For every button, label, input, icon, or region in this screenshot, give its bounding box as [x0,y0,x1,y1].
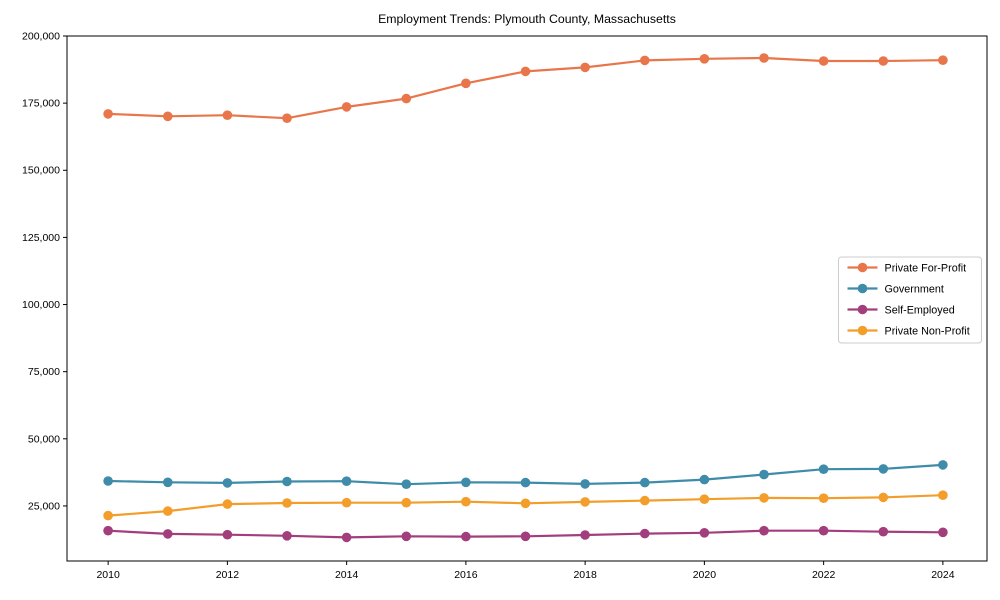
data-point-private-non-profit [103,510,113,521]
data-point-private-non-profit [759,493,769,503]
y-tick-label: 50,000 [28,433,60,445]
data-point-private-for-profit [401,93,412,104]
data-point-self-employed [163,529,173,539]
data-point-private-for-profit [699,54,710,64]
y-tick-label: 200,000 [22,30,60,42]
data-point-private-for-profit [818,56,829,66]
data-point-private-for-profit [640,55,650,66]
data-point-private-non-profit [878,492,889,503]
legend-label: Private Non-Profit [885,325,970,337]
data-point-private-non-profit [520,498,531,509]
data-point-private-for-profit [341,102,352,112]
legend-label: Self-Employed [885,304,955,316]
x-tick-label: 2010 [96,569,120,581]
data-point-private-non-profit [580,497,590,507]
data-point-self-employed [818,525,829,536]
data-point-private-for-profit [461,78,471,89]
data-point-government [341,476,352,487]
y-tick-label: 175,000 [22,98,60,110]
legend-marker [857,325,868,336]
data-point-government [401,479,412,490]
data-point-private-non-profit [640,495,650,506]
data-point-self-employed [759,525,769,536]
data-point-private-non-profit [222,499,233,509]
x-tick-label: 2018 [573,569,597,581]
data-point-self-employed [938,527,948,538]
data-point-self-employed [103,525,113,536]
data-point-government [580,479,590,489]
x-tick-label: 2014 [335,569,359,581]
data-point-private-non-profit [163,506,173,516]
data-point-private-non-profit [938,490,948,501]
data-point-government [520,477,531,488]
legend-marker [857,262,868,273]
x-tick-label: 2022 [812,569,836,581]
data-point-private-non-profit [818,493,829,504]
data-point-government [461,477,471,488]
x-tick-label: 2012 [216,569,240,581]
data-point-private-non-profit [341,497,352,508]
data-point-self-employed [461,531,471,542]
data-point-government [759,469,769,480]
data-point-self-employed [282,531,292,541]
data-point-private-for-profit [520,66,531,77]
data-point-self-employed [341,532,352,543]
data-point-private-for-profit [759,53,769,63]
y-tick-label: 100,000 [22,299,60,311]
data-point-government [878,464,889,474]
data-point-government [163,477,173,488]
data-point-government [103,476,113,486]
legend-marker [857,304,868,315]
y-tick-label: 150,000 [22,165,60,177]
data-point-private-for-profit [580,62,590,73]
data-point-private-non-profit [401,497,412,508]
data-point-government [282,476,292,487]
data-point-self-employed [401,531,412,542]
data-point-government [640,477,650,488]
chart-title: Employment Trends: Plymouth County, Mass… [378,12,676,26]
data-point-private-for-profit [282,113,292,123]
data-point-private-for-profit [222,110,233,120]
data-point-private-for-profit [163,111,173,122]
legend-label: Private For-Profit [885,262,967,274]
data-point-private-non-profit [699,494,710,505]
legend-marker [857,283,868,294]
data-point-private-for-profit [938,55,948,65]
y-tick-label: 125,000 [22,232,60,244]
data-point-self-employed [222,529,233,540]
data-point-self-employed [520,531,531,542]
data-point-self-employed [580,530,590,540]
axes-box [66,35,988,562]
data-point-government [818,464,829,475]
data-point-self-employed [878,526,889,537]
data-point-government [938,460,948,470]
data-point-self-employed [699,528,710,538]
y-tick-label: 25,000 [28,500,60,512]
data-point-private-non-profit [461,496,471,507]
legend-box [838,256,982,344]
data-point-government [699,474,710,485]
data-point-private-non-profit [282,498,292,508]
y-tick-label: 75,000 [28,366,60,378]
data-point-self-employed [640,528,650,539]
data-point-private-for-profit [878,56,889,66]
data-point-private-for-profit [103,109,113,119]
x-tick-label: 2016 [454,569,478,581]
x-tick-label: 2024 [931,569,955,581]
legend-label: Government [885,283,944,295]
x-tick-label: 2020 [693,569,717,581]
data-point-government [222,478,233,488]
